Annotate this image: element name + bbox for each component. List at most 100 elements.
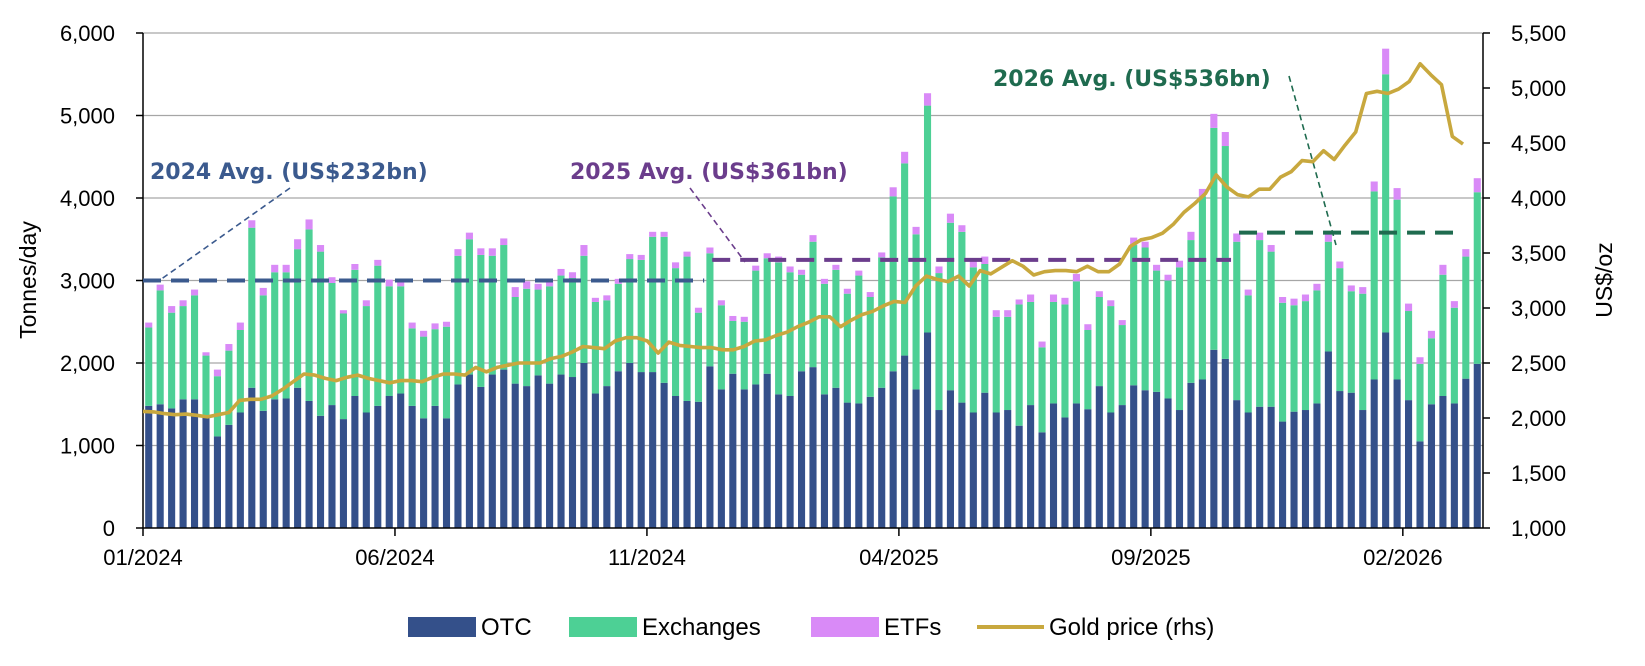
bar-etfs xyxy=(855,270,863,276)
bar-otc xyxy=(1164,398,1172,528)
gold-price-line xyxy=(142,61,1465,419)
bar-etfs xyxy=(362,300,370,307)
bar-otc xyxy=(591,393,599,528)
bar-exchanges xyxy=(1164,280,1172,399)
bar-otc xyxy=(259,410,267,528)
bar-otc xyxy=(431,405,439,528)
bar-exchanges xyxy=(294,249,302,388)
bar-etfs xyxy=(374,259,382,266)
bar-exchanges xyxy=(901,163,909,356)
bar-otc xyxy=(1049,403,1058,528)
bar-otc xyxy=(626,363,634,528)
bar-otc xyxy=(1095,386,1103,528)
legend-swatch-etfs xyxy=(811,617,879,637)
bar-etfs xyxy=(236,322,244,330)
bar-exchanges xyxy=(1095,297,1103,387)
bar-otc xyxy=(1313,403,1321,528)
bar-exchanges xyxy=(637,259,645,373)
bar-etfs xyxy=(912,226,920,235)
bar-otc xyxy=(740,389,748,528)
bar-exchanges xyxy=(1130,245,1138,386)
bar-etfs xyxy=(626,254,634,260)
bar-otc xyxy=(420,418,428,528)
bar-otc xyxy=(1244,412,1252,528)
bar-etfs xyxy=(820,278,829,284)
bar-exchanges xyxy=(866,297,874,397)
bar-otc xyxy=(477,386,485,528)
bar-otc xyxy=(225,424,233,528)
bar-etfs xyxy=(145,322,153,328)
bar-otc xyxy=(442,418,451,528)
legend-swatch-exchanges xyxy=(569,617,637,637)
bar-exchanges xyxy=(351,269,359,396)
bar-otc xyxy=(236,412,244,528)
bar-etfs xyxy=(580,245,588,256)
bar-exchanges xyxy=(454,255,462,385)
bar-exchanges xyxy=(1015,304,1023,426)
y2-tick-label: 3,500 xyxy=(1511,241,1566,266)
bar-otc xyxy=(534,375,542,528)
bar-exchanges xyxy=(420,336,428,419)
y2-tick-label: 5,500 xyxy=(1511,21,1566,46)
bar-etfs xyxy=(1279,297,1287,303)
bar-etfs xyxy=(168,306,176,313)
legend-label-etfs: ETFs xyxy=(884,614,941,641)
bar-otc xyxy=(316,415,325,528)
bar-exchanges xyxy=(797,274,806,372)
bar-exchanges xyxy=(912,234,920,390)
x-tick-label: 04/2025 xyxy=(859,545,939,570)
bar-otc xyxy=(752,384,760,528)
bar-etfs xyxy=(843,288,851,294)
bar-otc xyxy=(1405,400,1413,528)
bar-exchanges xyxy=(523,288,531,387)
bar-etfs xyxy=(1118,320,1126,326)
y-tick-label: 1,000 xyxy=(60,434,115,459)
bar-otc xyxy=(832,387,840,528)
bar-exchanges xyxy=(1198,196,1206,380)
bar-etfs xyxy=(603,295,611,301)
bar-otc xyxy=(1187,382,1195,528)
bar-etfs xyxy=(1187,231,1195,241)
bar-etfs xyxy=(958,225,966,232)
bar-otc xyxy=(557,374,565,528)
bar-otc xyxy=(878,387,886,528)
bar-etfs xyxy=(1004,310,1012,317)
bar-otc xyxy=(1393,379,1401,528)
bar-exchanges xyxy=(511,297,519,384)
bar-exchanges xyxy=(168,312,176,409)
bar-etfs xyxy=(179,300,187,307)
bar-etfs xyxy=(981,256,989,264)
bar-otc xyxy=(935,410,943,528)
bar-otc xyxy=(1382,332,1390,528)
bar-otc xyxy=(580,363,588,528)
bar-etfs xyxy=(442,321,451,327)
y-tick-label: 2,000 xyxy=(60,351,115,376)
bar-etfs xyxy=(1370,181,1378,192)
x-tick-label: 06/2024 xyxy=(355,545,435,570)
bar-otc xyxy=(1347,392,1355,528)
bar-exchanges xyxy=(1244,295,1252,413)
bar-exchanges xyxy=(316,251,325,416)
bar-exchanges xyxy=(328,282,336,406)
bar-etfs xyxy=(901,151,909,164)
bar-exchanges xyxy=(1393,199,1401,380)
bar-etfs xyxy=(683,251,691,257)
bar-etfs xyxy=(878,252,886,258)
bar-exchanges xyxy=(1084,330,1092,410)
bar-otc xyxy=(923,332,932,528)
bar-exchanges xyxy=(339,313,347,420)
bar-otc xyxy=(397,393,405,528)
bar-exchanges xyxy=(729,320,737,374)
bar-otc xyxy=(1130,385,1138,528)
y2-tick-label: 5,000 xyxy=(1511,76,1566,101)
bar-etfs xyxy=(1210,113,1218,128)
bar-exchanges xyxy=(190,295,199,400)
bar-etfs xyxy=(557,268,565,276)
bar-exchanges xyxy=(179,306,187,400)
bar-otc xyxy=(1038,432,1046,528)
bar-otc xyxy=(374,405,382,528)
bar-otc xyxy=(202,416,210,528)
bar-etfs xyxy=(1027,294,1035,302)
bar-exchanges xyxy=(1336,268,1344,392)
bar-otc xyxy=(1359,410,1367,528)
